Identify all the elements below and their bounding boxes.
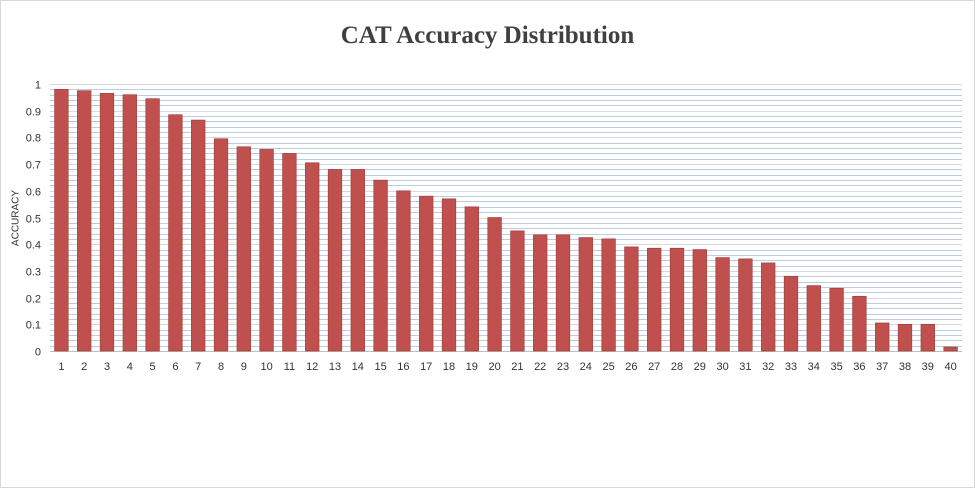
bar-30 <box>715 257 730 352</box>
grid-layer <box>50 84 962 352</box>
bar-25 <box>601 238 616 352</box>
bar-19 <box>464 206 479 352</box>
y-tick-label: 0 <box>35 347 41 359</box>
x-tick-label: 28 <box>671 361 683 373</box>
x-tick-label: 38 <box>899 361 911 373</box>
bar-29 <box>692 249 707 352</box>
y-tick-label: 0.7 <box>26 160 41 172</box>
y-tick-label: 0.3 <box>26 267 41 279</box>
x-tick-label: 9 <box>241 361 247 373</box>
bar-3 <box>99 93 115 352</box>
bar-10 <box>259 149 274 352</box>
x-tick-label: 19 <box>466 361 478 373</box>
bar-22 <box>533 234 548 352</box>
bar-34 <box>806 285 821 352</box>
x-tick-label: 39 <box>922 361 934 373</box>
bar-20 <box>487 217 502 352</box>
y-tick-label: 0.8 <box>26 133 41 145</box>
y-tick-label: 0.2 <box>26 294 41 306</box>
chart-title: CAT Accuracy Distribution <box>340 22 635 49</box>
x-tick-labels: 1 2 3 4 5 6 7 8 9 10 11 12 13 14 15 16 17 18 19 20 21 22 23 24 2… <box>58 361 956 373</box>
x-tick-label: 5 <box>150 361 156 373</box>
bar-16 <box>396 190 411 352</box>
y-tick-labels: 0 0.1 0.2 0.3 0.4 0.5 0.6 0.7 0.8 0.9 1 <box>26 80 41 359</box>
x-tick-label: 13 <box>329 361 341 373</box>
x-tick-label: 32 <box>762 361 774 373</box>
bar-27 <box>647 247 662 352</box>
bar-2 <box>77 90 92 352</box>
bar-1 <box>54 89 69 352</box>
bar-31 <box>738 258 753 352</box>
x-tick-label: 21 <box>511 361 523 373</box>
x-tick-label: 2 <box>81 361 87 373</box>
x-tick-label: 16 <box>397 361 409 373</box>
x-tick-label: 6 <box>172 361 178 373</box>
bar-13 <box>327 169 343 352</box>
bar-9 <box>236 146 251 352</box>
x-tick-label: 33 <box>785 361 797 373</box>
x-tick-label: 14 <box>352 361 364 373</box>
x-tick-label: 4 <box>127 361 133 373</box>
x-tick-label: 18 <box>443 361 455 373</box>
bar-5 <box>145 98 160 352</box>
x-tick-label: 29 <box>694 361 706 373</box>
bar-8 <box>213 138 229 352</box>
x-tick-label: 12 <box>306 361 318 373</box>
bar-37 <box>875 322 890 352</box>
bar-32 <box>761 262 776 352</box>
y-tick-label: 0.4 <box>26 240 41 252</box>
bar-28 <box>669 247 685 352</box>
bar-33 <box>783 275 799 352</box>
x-tick-label: 26 <box>625 361 637 373</box>
bar-11 <box>282 153 297 352</box>
bar-17 <box>419 195 434 352</box>
y-tick-label: 0.9 <box>26 107 41 119</box>
bar-35 <box>829 287 844 352</box>
bar-15 <box>373 179 388 352</box>
x-tick-label: 25 <box>602 361 614 373</box>
bar-39 <box>920 323 935 352</box>
x-tick-label: 31 <box>739 361 751 373</box>
y-tick-label: 0.5 <box>26 214 41 226</box>
x-tick-label: 36 <box>853 361 865 373</box>
x-tick-label: 22 <box>534 361 546 373</box>
bar-18 <box>441 198 457 352</box>
bar-38 <box>897 323 913 352</box>
y-tick-label: 1 <box>35 80 41 92</box>
x-tick-label: 15 <box>374 361 386 373</box>
bar-40 <box>943 346 958 352</box>
x-tick-label: 7 <box>195 361 201 373</box>
bar-21 <box>510 230 525 352</box>
x-tick-label: 37 <box>876 361 888 373</box>
x-tick-label: 17 <box>420 361 432 373</box>
bar-23 <box>555 234 571 352</box>
bar-series <box>54 89 958 352</box>
x-tick-label: 1 <box>58 361 64 373</box>
x-tick-label: 40 <box>944 361 956 373</box>
bar-6 <box>168 114 183 352</box>
bar-24 <box>578 237 593 352</box>
x-tick-label: 24 <box>580 361 592 373</box>
x-tick-label: 3 <box>104 361 110 373</box>
x-tick-label: 11 <box>284 361 295 373</box>
y-tick-label: 0.6 <box>26 187 41 199</box>
x-tick-label: 10 <box>260 361 272 373</box>
x-tick-label: 27 <box>648 361 660 373</box>
x-tick-label: 20 <box>488 361 500 373</box>
x-tick-label: 34 <box>808 361 820 373</box>
x-tick-label: 8 <box>218 361 224 373</box>
bar-36 <box>852 295 867 352</box>
bar-26 <box>624 246 639 352</box>
bar-7 <box>191 119 206 352</box>
x-tick-label: 35 <box>830 361 842 373</box>
bar-4 <box>122 94 137 352</box>
bar-12 <box>305 162 320 352</box>
y-tick-label: 0.1 <box>26 320 41 332</box>
x-tick-label: 23 <box>557 361 569 373</box>
bar-14 <box>350 169 365 352</box>
x-tick-label: 30 <box>716 361 728 373</box>
